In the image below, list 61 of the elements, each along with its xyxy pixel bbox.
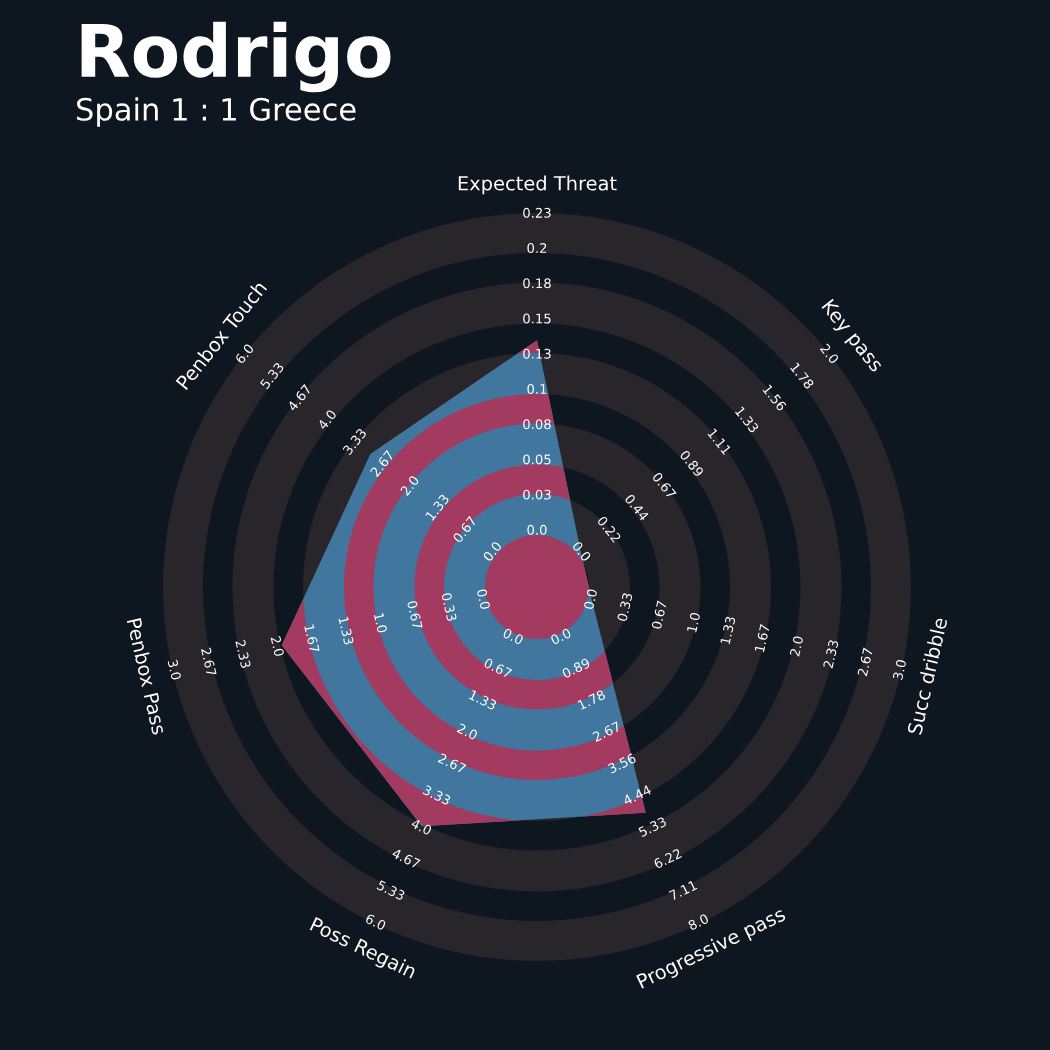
chart-title: Rodrigo [81,21,391,93]
text: 4.0 [317,408,337,431]
text: 3.33 [422,784,452,806]
text: 0.89 [561,657,591,679]
text: 0.0 [476,588,491,610]
text: 0.33 [616,592,633,622]
text: 0.0 [527,524,547,535]
text: 2.0 [789,635,804,657]
text: 3.0 [167,659,182,681]
text: 1.0 [686,612,701,633]
text: 2.0 [819,343,840,365]
text: 2.67 [592,721,622,743]
spoke-label: Succ dribble [906,616,948,735]
text: 0.2 [527,243,547,254]
text: 2.67 [437,752,467,774]
text: 0.23 [523,207,551,218]
text: 0.15 [523,313,551,324]
text: 0.08 [523,419,551,430]
text: 4.44 [622,784,652,806]
text: 0.0 [482,540,503,562]
text: 7.11 [668,880,698,901]
text: 0.67 [483,657,513,679]
text: 6.0 [364,913,387,931]
text: 6.0 [234,343,255,365]
text: 2.0 [270,635,285,657]
text: 1.78 [577,689,606,711]
text: 5.33 [638,816,667,838]
text: 2.67 [200,647,217,677]
text: 1.33 [468,689,498,711]
chart-subtitle: Spain 1 : 1 Greece [77,97,356,127]
text: 2.67 [857,647,874,677]
text: 2.0 [456,722,479,741]
text: 1.33 [338,616,355,645]
text: 4.0 [410,818,433,836]
text: 0.05 [523,454,551,465]
text: 0.0 [583,588,598,610]
text: 1.67 [754,624,771,653]
text: 2.33 [235,639,252,669]
text: 3.56 [607,752,637,774]
text: 2.33 [822,639,839,669]
text: 4.67 [391,847,421,869]
text: 3.0 [892,659,907,681]
text: 0.0 [502,627,525,646]
text: 0.1 [527,383,547,394]
text: 0.13 [523,348,551,359]
text: 0.33 [441,592,458,622]
text: 0.67 [406,600,423,630]
text: 8.0 [687,913,710,931]
spoke-label: Expected Threat [458,175,617,195]
text: 2.0 [399,474,420,497]
text: 0.0 [571,540,592,562]
spoke-label: Penbox Pass [126,617,168,736]
text: 6.22 [653,848,682,870]
text: 1.0 [373,612,388,634]
text: 5.33 [376,879,406,901]
text: 0.0 [549,627,572,646]
text: 0.67 [651,600,668,630]
text: 1.33 [720,616,736,645]
text: 1.67 [304,624,320,653]
text: 0.18 [523,278,551,289]
text: 0.03 [523,489,551,500]
